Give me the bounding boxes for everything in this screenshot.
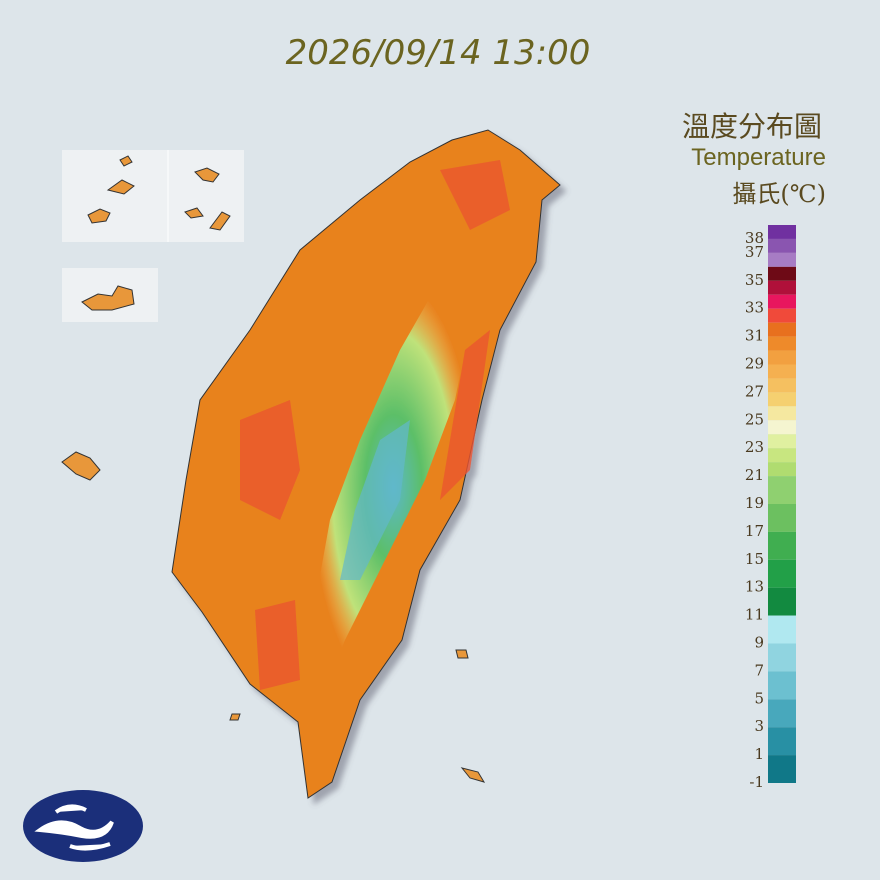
color-band [768, 615, 796, 644]
tick-label: 3 [754, 717, 764, 735]
inset-box [62, 268, 158, 322]
color-band [768, 643, 796, 672]
color-band [768, 294, 796, 309]
legend-subtitle: Temperature [691, 144, 826, 171]
color-band [768, 755, 796, 783]
tick-label: 17 [745, 522, 764, 540]
legend-unit: 攝氏(℃) [732, 180, 826, 208]
color-band [768, 587, 796, 616]
color-band [768, 378, 796, 393]
color-band [768, 504, 796, 532]
tick-label: 37 [745, 243, 764, 261]
islands [61, 155, 486, 783]
color-band [768, 420, 796, 435]
taiwan [171, 129, 561, 799]
timestamp: 2026/09/14 13:00 [286, 33, 591, 73]
color-band [768, 266, 796, 281]
legend-title: 溫度分布圖 [682, 110, 822, 143]
color-band [768, 252, 796, 267]
logo-swirl [34, 804, 114, 851]
tick-label: 9 [754, 634, 764, 652]
logo [23, 790, 143, 862]
tick-label: 15 [745, 550, 764, 568]
tick-label: 35 [745, 271, 764, 289]
color-band [768, 364, 796, 379]
tick-label: 38 [745, 229, 764, 247]
color-band [768, 462, 796, 477]
color-band [768, 727, 796, 756]
tick-label: 29 [745, 355, 764, 373]
tick-label: 13 [745, 578, 764, 596]
color-band [768, 308, 796, 323]
tick-label: 33 [745, 299, 764, 317]
tick-label: 7 [754, 661, 764, 679]
color-band [768, 671, 796, 700]
tick-label: 21 [745, 466, 764, 484]
color-band [768, 476, 796, 504]
color-band [768, 225, 796, 239]
color-band [768, 350, 796, 365]
tick-label: 25 [745, 410, 764, 428]
tick-label: 31 [745, 327, 764, 345]
color-band [768, 336, 796, 351]
tick-label: 23 [745, 438, 764, 456]
color-band [768, 280, 796, 295]
color-band [768, 392, 796, 407]
tick-label: 11 [745, 606, 764, 624]
tick-label: -1 [749, 773, 764, 791]
color-band [768, 559, 796, 588]
color-band [768, 699, 796, 728]
tick-label: 27 [745, 382, 764, 400]
color-band [768, 238, 796, 253]
tick-label: 5 [754, 689, 764, 707]
tick-label: 1 [754, 745, 764, 763]
color-band [768, 406, 796, 421]
tick-label: 19 [745, 494, 764, 512]
color-band [768, 434, 796, 449]
color-band [768, 531, 796, 560]
color-band [768, 322, 796, 337]
color-band [768, 448, 796, 463]
